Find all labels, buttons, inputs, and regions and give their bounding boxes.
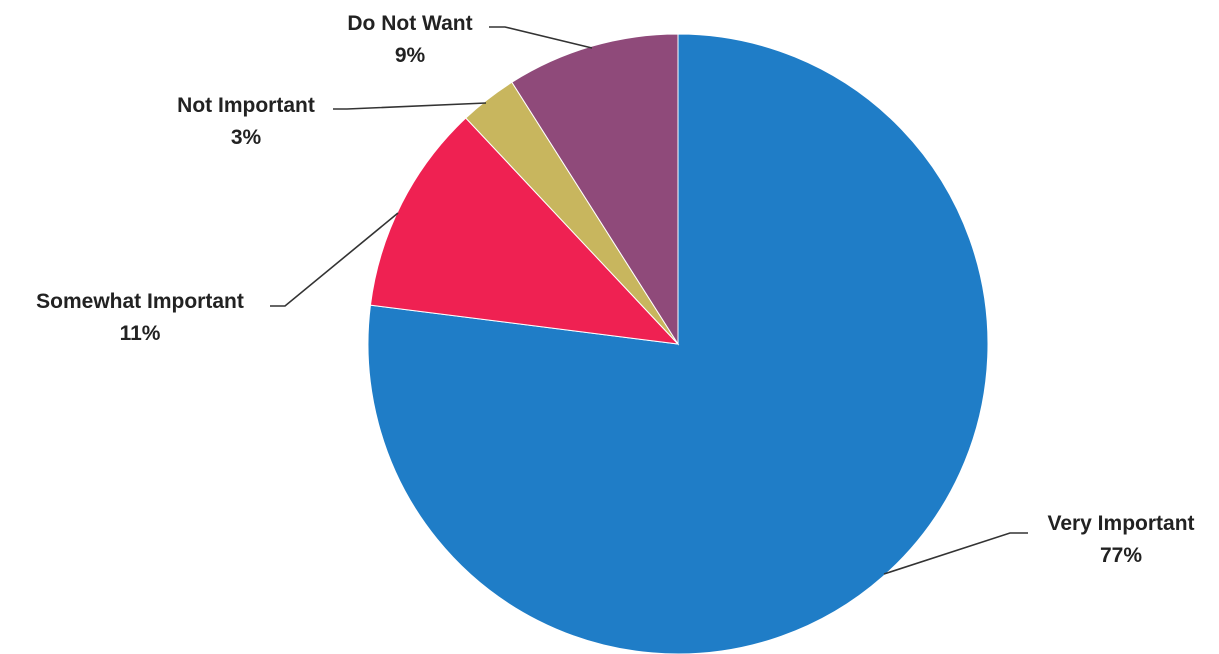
leader-line-somewhat-important (270, 212, 399, 307)
leader-lines (270, 26, 1028, 575)
category-label-do-not-want: Do Not Want (347, 12, 472, 35)
category-label-not-important: Not Important (177, 94, 315, 117)
value-label-somewhat-important: 11% (120, 322, 161, 345)
category-label-somewhat-important: Somewhat Important (36, 290, 244, 313)
leader-line-very-important (883, 532, 1028, 575)
value-label-not-important: 3% (231, 126, 262, 149)
leader-line-not-important (333, 102, 487, 110)
value-label-do-not-want: 9% (395, 44, 426, 67)
leader-line-do-not-want (489, 26, 593, 49)
pie-slice-somewhat-important (369, 117, 680, 345)
category-label-very-important: Very Important (1047, 512, 1194, 535)
data-labels: Very Important 77% Somewhat Important 11% No… (36, 12, 1194, 567)
pie-slice-do-not-want (511, 33, 679, 346)
pie-slices (367, 33, 989, 654)
value-label-very-important: 77% (1100, 544, 1142, 567)
